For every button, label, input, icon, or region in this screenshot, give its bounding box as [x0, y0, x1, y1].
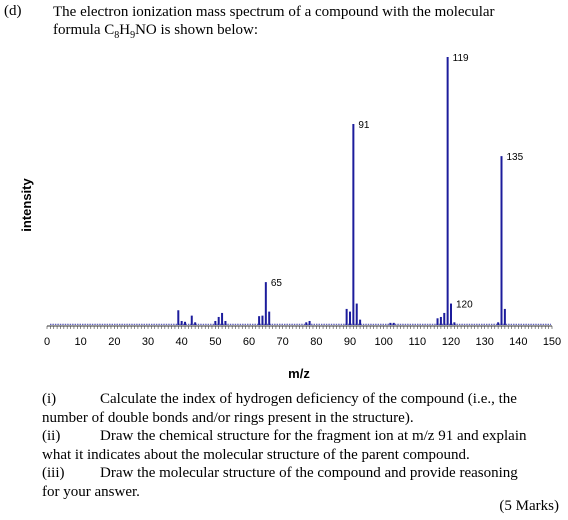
formula-suffix: NO is shown below:	[135, 22, 259, 38]
x-tick-label: 140	[509, 336, 527, 348]
x-tick-label: 120	[442, 336, 460, 348]
part-ii-text-1: Draw the chemical structure for the frag…	[100, 428, 527, 444]
x-tick-label: 70	[277, 336, 289, 348]
x-tick-label: 50	[209, 336, 221, 348]
formula-sub-1: 8	[114, 30, 120, 41]
intro-line-1: The electron ionization mass spectrum of…	[53, 4, 495, 20]
peak-annotations: 65 91 119 120 135	[271, 53, 524, 311]
question-parts: (i) Calculate the index of hydrogen defic…	[42, 390, 558, 501]
x-tick-label: 80	[310, 336, 322, 348]
x-tick-label: 40	[176, 336, 188, 348]
x-tick-label: 110	[409, 336, 427, 348]
x-tick-label: 10	[75, 336, 87, 348]
peak-label-119: 119	[453, 53, 469, 64]
part-i-line-2: number of double bonds and/or rings pres…	[42, 409, 414, 426]
x-tick-label: 150	[543, 336, 561, 348]
question-intro: The electron ionization mass spectrum of…	[53, 3, 561, 45]
x-axis-label: m/z	[288, 366, 310, 381]
x-tick-label: 30	[142, 336, 154, 348]
x-tick-label: 100	[374, 336, 392, 348]
peak-label-120: 120	[456, 300, 473, 311]
part-ii-line-2: what it indicates about the molecular st…	[42, 446, 470, 463]
peak-label-65: 65	[271, 278, 283, 289]
part-iii-line-2: for your answer.	[42, 483, 140, 500]
part-i-number: (i)	[42, 391, 57, 407]
x-axis-tick-labels: 0 10 20 30 40 50 60 70 80 90 100 110 120 130 140 150	[44, 336, 561, 348]
part-ii-line-1: (ii) Draw the chemical structure for the …	[42, 427, 558, 446]
marks-label: (5 Marks)	[499, 498, 559, 514]
part-iii-text-1: Draw the molecular structure of the comp…	[100, 465, 518, 481]
question-label: (d)	[4, 3, 22, 19]
x-tick-label: 130	[475, 336, 493, 348]
x-tick-label: 60	[243, 336, 255, 348]
x-tick-label: 0	[44, 336, 50, 348]
part-i-line-1: (i) Calculate the index of hydrogen defic…	[42, 390, 558, 409]
part-i-text-1: Calculate the index of hydrogen deficien…	[100, 391, 517, 407]
peaks-layer	[50, 57, 551, 325]
formula-prefix: formula C	[53, 22, 115, 38]
part-iii-number: (iii)	[42, 465, 65, 481]
x-axis-minor-ticks	[46, 326, 553, 329]
peak-label-135: 135	[507, 152, 524, 163]
x-tick-label: 90	[344, 336, 356, 348]
part-ii-number: (ii)	[42, 428, 61, 444]
mass-spectrum-chart: 0 10 20 30 40 50 60 70 80 90 100 110 120 130 140 150 65…	[19, 53, 561, 381]
y-axis-label: intensity	[19, 178, 34, 232]
part-iii-line-1: (iii) Draw the molecular structure of the…	[42, 464, 558, 483]
peak-label-91: 91	[358, 120, 370, 131]
x-tick-label: 20	[108, 336, 120, 348]
formula-mid: H	[119, 22, 131, 38]
formula-sub-2: 9	[130, 30, 136, 41]
